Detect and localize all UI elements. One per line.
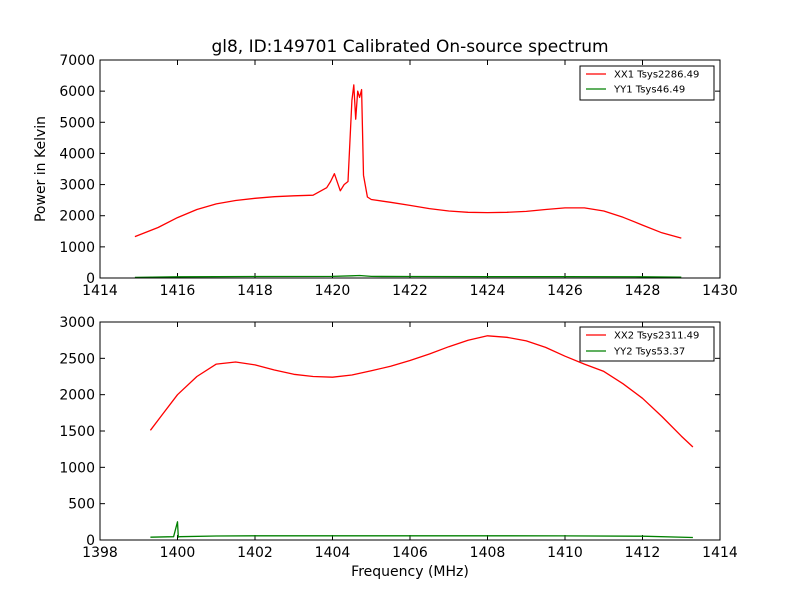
top-legend-box <box>579 65 715 101</box>
y-axis-title: Power in Kelvin <box>33 116 49 222</box>
top-y-tick-label: 5000 <box>59 115 95 131</box>
bottom-y-tick-label: 1000 <box>59 460 95 476</box>
bottom-series-line-yy2 <box>150 521 693 539</box>
bottom-y-tick-label: 3000 <box>59 315 95 331</box>
bottom-x-tick-label: 1408 <box>470 545 506 561</box>
top-x-tick-label: 1424 <box>470 283 506 299</box>
top-y-tick-label: 7000 <box>59 53 95 69</box>
bottom-y-tick-label: 2000 <box>59 388 95 404</box>
top-x-tick-label: 1430 <box>702 283 738 299</box>
bottom-x-tick-label: 1412 <box>625 545 661 561</box>
bottom-y-tick-label: 2500 <box>59 351 95 367</box>
top-x-tick-label: 1418 <box>237 283 273 299</box>
top-x-tick-label: 1426 <box>547 283 583 299</box>
top-x-tick-label: 1416 <box>160 283 196 299</box>
bottom-x-tick-label: 1406 <box>392 545 428 561</box>
top-legend: XX1 Tsys2286.49 YY1 Tsys46.49 <box>579 65 715 101</box>
top-y-tick-label: 4000 <box>59 146 95 162</box>
top-axis-ticks: 1414 1416 1418 1420 1422 1424 1426 1428 1430 0 100… <box>59 53 737 299</box>
bottom-legend-box <box>579 326 715 362</box>
bottom-plot-area <box>149 335 694 539</box>
bottom-y-tick-label: 1500 <box>59 424 95 440</box>
legend-label-yy1: YY1 Tsys46.49 <box>613 85 685 96</box>
bottom-plot-frame <box>99 321 721 541</box>
x-axis-title: Frequency (MHz) <box>351 564 469 580</box>
top-x-tick-label: 1428 <box>625 283 661 299</box>
bottom-x-tick-label: 1398 <box>82 545 118 561</box>
legend-label-xx1: XX1 Tsys2286.49 <box>614 70 699 81</box>
top-series-line-yy1 <box>134 274 682 279</box>
top-x-tick-label: 1422 <box>392 283 428 299</box>
top-y-tick-label: 6000 <box>59 84 95 100</box>
bottom-x-tick-label: 1404 <box>315 545 351 561</box>
top-x-tick-label: 1420 <box>315 283 351 299</box>
chart-title: gl8, ID:149701 Calibrated On-source spec… <box>211 37 608 57</box>
top-plot-frame <box>99 59 721 279</box>
bottom-x-tick-label: 1414 <box>702 545 738 561</box>
top-y-tick-label: 1000 <box>59 240 95 256</box>
bottom-y-tick-label: 500 <box>68 497 95 513</box>
bottom-y-tick-label: 0 <box>86 533 95 549</box>
top-panel: gl8, ID:149701 Calibrated On-source spec… <box>33 37 738 299</box>
bottom-x-tick-label: 1400 <box>160 545 196 561</box>
top-x-tick-label: 1414 <box>82 283 118 299</box>
top-y-tick-label: 3000 <box>59 178 95 194</box>
bottom-x-tick-label: 1402 <box>237 545 273 561</box>
top-series-line-xx1 <box>134 84 682 239</box>
bottom-axis-ticks: 1398 1400 1402 1404 1406 1408 1410 1412 1414 0 500… <box>59 315 738 561</box>
bottom-series-line-xx2 <box>149 335 694 448</box>
bottom-panel: Frequency (MHz) 1398 1400 1402 1404 1406 1408… <box>59 315 738 580</box>
bottom-legend: XX2 Tsys2311.49 YY2 Tsys53.37 <box>579 326 715 362</box>
bottom-x-tick-label: 1410 <box>547 545 583 561</box>
top-plot-area <box>134 84 682 279</box>
top-y-tick-label: 2000 <box>59 209 95 225</box>
top-y-tick-label: 0 <box>86 271 95 287</box>
legend-label-yy2: YY2 Tsys53.37 <box>613 347 685 358</box>
legend-label-xx2: XX2 Tsys2311.49 <box>614 331 699 342</box>
